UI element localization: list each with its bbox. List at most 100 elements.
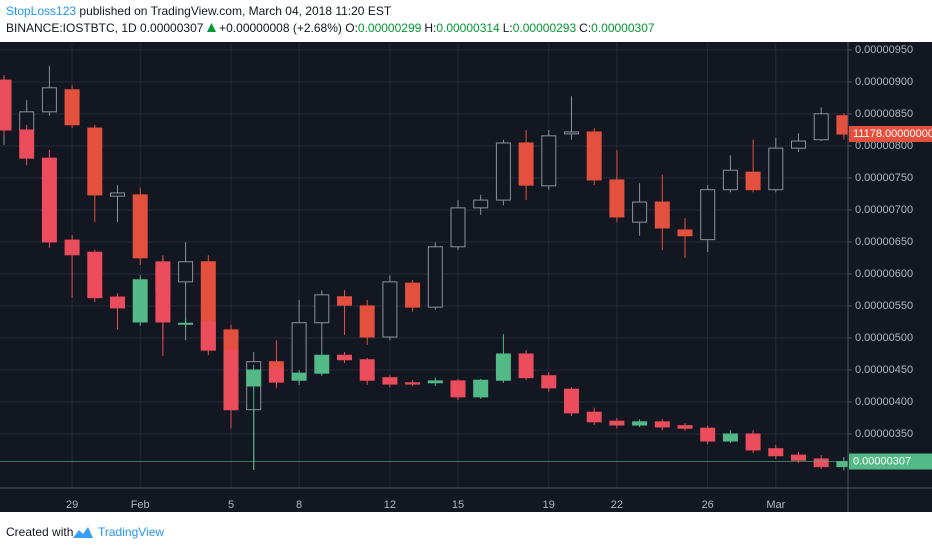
y-tick-label: 0.00000500	[855, 332, 913, 344]
candle-body	[41, 87, 57, 113]
ohlc-key: C:	[579, 21, 592, 35]
candle-body	[110, 192, 125, 197]
x-tick-label: Mar	[766, 499, 785, 511]
candle-body	[745, 171, 761, 191]
ohlc-key: O:	[345, 21, 358, 35]
candle-body	[654, 201, 670, 229]
candle-body	[110, 296, 125, 309]
candle-body	[382, 281, 398, 338]
candle-body	[450, 380, 466, 398]
candle-body	[427, 380, 443, 384]
y-tick-label: 0.00000700	[855, 204, 913, 216]
candle-body	[564, 388, 579, 414]
candle-body	[314, 294, 330, 324]
candle-body	[223, 349, 239, 411]
candle-body	[178, 261, 194, 283]
candle-body	[768, 147, 784, 191]
x-tick-label: 5	[228, 499, 234, 511]
symbol-line: BINANCE:IOSTBTC, 1D 0.00000307 +0.000000…	[6, 21, 658, 35]
candle-body	[700, 427, 716, 442]
y-tick-label: 0.00000800	[855, 140, 913, 152]
candle-body	[654, 421, 670, 428]
ohlc-value: 0.00000299	[357, 21, 422, 35]
publish-line: StopLoss123 published on TradingView.com…	[6, 4, 391, 18]
candle-body	[405, 282, 421, 308]
candle-body	[87, 127, 103, 196]
plot	[0, 65, 848, 471]
price-label: 0.00000307	[853, 455, 911, 467]
y-tick-label: 0.00000600	[855, 268, 913, 280]
candle-body	[495, 353, 511, 381]
candle-body	[359, 359, 375, 381]
candle-body	[268, 367, 284, 383]
x-tick-label: Feb	[131, 499, 150, 511]
axes: 0.00000950 0.00000900 0.00000850 0.00000800…	[66, 44, 932, 511]
candle-body	[836, 115, 848, 135]
x-tick-label: 26	[702, 499, 714, 511]
candle-body	[291, 372, 307, 381]
candle-body	[609, 179, 625, 218]
candle-body	[564, 131, 579, 135]
candle-body	[768, 448, 784, 457]
candle-body	[518, 142, 534, 186]
candle-body	[246, 369, 262, 387]
candle-body	[178, 322, 194, 325]
change: +0.00000008 (+2.68%)	[219, 21, 342, 35]
candle-body	[41, 157, 57, 243]
candle-body	[0, 79, 12, 131]
x-tick-label: 22	[611, 499, 623, 511]
candle-body	[64, 239, 80, 256]
candle-body	[19, 129, 35, 159]
candle-body	[200, 321, 216, 351]
candle-body	[586, 131, 602, 181]
candle-body	[722, 433, 738, 442]
candle-body	[813, 113, 829, 141]
y-tick-label: 0.00000950	[855, 44, 913, 56]
price-label-box	[849, 453, 932, 470]
candle-body	[518, 353, 534, 379]
published-text: published on TradingView.com, March 04, …	[79, 4, 392, 18]
y-tick-label: 0.00000650	[855, 236, 913, 248]
price-label-box	[849, 126, 932, 143]
candle-body	[722, 169, 738, 191]
candle-body	[337, 296, 352, 306]
up-arrow	[206, 23, 216, 32]
candle-body	[64, 89, 80, 126]
price-label: 11178.00000000	[853, 128, 932, 140]
last-price: 0.00000307	[140, 21, 204, 35]
candle-body	[791, 140, 806, 149]
candle-body	[359, 305, 375, 338]
author-link[interactable]: StopLoss123	[6, 4, 77, 18]
candle-body	[632, 201, 648, 223]
candle-body	[427, 246, 443, 308]
candle-body	[586, 411, 602, 423]
candle-body	[473, 199, 489, 209]
ohlc-value: 0.00000314	[436, 21, 500, 35]
y-tick-label: 0.00000400	[855, 396, 913, 408]
candle-body	[405, 382, 421, 385]
candle-body	[677, 229, 693, 237]
candle-body	[813, 458, 829, 468]
brand-logo	[73, 527, 93, 538]
candle-body	[132, 194, 148, 259]
candle-body	[541, 375, 557, 389]
candle-body	[337, 354, 352, 361]
brand-link[interactable]: TradingView	[98, 525, 165, 539]
y-tick-label: 0.00000900	[855, 76, 913, 88]
candle-body	[314, 354, 330, 374]
created-with: Created with	[6, 525, 74, 539]
x-tick-label: 15	[452, 499, 464, 511]
ohlc-key: H:	[424, 21, 437, 35]
x-tick-label: 12	[384, 499, 396, 511]
ohlc: O:0.00000299 H:0.00000314 L:0.00000293 C:0.…	[345, 21, 657, 35]
candle-body	[791, 454, 806, 461]
y-tick-label: 0.00000350	[855, 428, 913, 440]
candle-body	[87, 251, 103, 299]
candle-body	[155, 261, 171, 323]
candle-body	[541, 135, 557, 187]
candle-body	[677, 425, 693, 429]
candle-body	[495, 142, 511, 201]
y-tick-label: 0.00000450	[855, 364, 913, 376]
candle-body	[132, 279, 148, 323]
